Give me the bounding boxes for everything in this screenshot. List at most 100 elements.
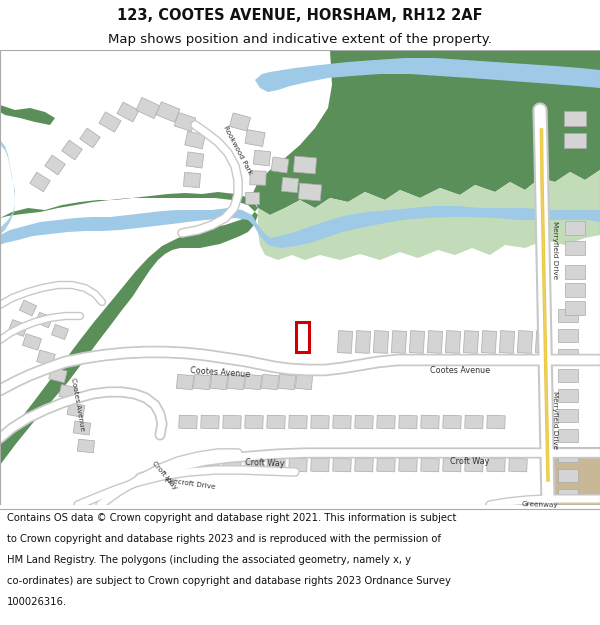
Bar: [337, 331, 353, 353]
Polygon shape: [0, 192, 258, 465]
Bar: [67, 402, 85, 418]
Bar: [250, 171, 266, 185]
Polygon shape: [258, 170, 600, 260]
Bar: [186, 152, 204, 168]
Text: co-ordinates) are subject to Crown copyright and database rights 2023 Ordnance S: co-ordinates) are subject to Crown copyr…: [7, 576, 451, 586]
Polygon shape: [0, 105, 55, 125]
Bar: [443, 458, 461, 472]
Bar: [201, 415, 219, 429]
Bar: [421, 458, 439, 472]
Bar: [565, 265, 585, 279]
Text: Cootes Avenue: Cootes Avenue: [70, 377, 86, 431]
Bar: [481, 331, 497, 353]
Bar: [211, 374, 227, 389]
Bar: [193, 374, 211, 389]
Bar: [391, 331, 407, 353]
Bar: [293, 156, 317, 174]
Bar: [176, 374, 194, 389]
Text: Croft Way: Croft Way: [151, 459, 179, 491]
Bar: [80, 128, 100, 148]
Bar: [550, 447, 600, 505]
Bar: [427, 331, 443, 353]
Bar: [558, 409, 578, 421]
Bar: [399, 458, 417, 472]
Text: Merryfield Drive: Merryfield Drive: [552, 221, 558, 279]
Bar: [59, 384, 77, 399]
Bar: [333, 415, 351, 429]
Bar: [445, 331, 461, 353]
Bar: [185, 131, 205, 149]
Bar: [298, 183, 322, 201]
Text: Ryecroft Drive: Ryecroft Drive: [164, 477, 216, 490]
Bar: [49, 368, 67, 382]
Bar: [295, 374, 313, 389]
Text: Map shows position and indicative extent of the property.: Map shows position and indicative extent…: [108, 32, 492, 46]
Bar: [278, 374, 296, 389]
Bar: [463, 331, 479, 353]
Bar: [267, 458, 285, 472]
Bar: [333, 458, 351, 472]
Text: Cootes Avenue: Cootes Avenue: [190, 366, 250, 379]
Bar: [564, 132, 586, 148]
Bar: [99, 112, 121, 132]
Bar: [117, 102, 139, 122]
Bar: [271, 157, 289, 173]
Text: 123, COOTES AVENUE, HORSHAM, RH12 2AF: 123, COOTES AVENUE, HORSHAM, RH12 2AF: [117, 8, 483, 22]
Bar: [311, 415, 329, 429]
Text: Rookwood Park: Rookwood Park: [222, 124, 253, 176]
Bar: [558, 469, 578, 481]
Bar: [184, 173, 200, 188]
Text: to Crown copyright and database rights 2023 and is reproduced with the permissio: to Crown copyright and database rights 2…: [7, 534, 441, 544]
Bar: [45, 155, 65, 175]
Bar: [311, 458, 329, 472]
Bar: [201, 458, 219, 472]
Text: HM Land Registry. The polygons (including the associated geometry, namely x, y: HM Land Registry. The polygons (includin…: [7, 556, 411, 566]
Bar: [465, 415, 483, 429]
Bar: [558, 489, 578, 501]
Bar: [487, 415, 505, 429]
Bar: [8, 319, 28, 336]
Bar: [509, 458, 527, 472]
Polygon shape: [0, 140, 15, 235]
Bar: [296, 322, 308, 352]
Text: 100026316.: 100026316.: [7, 598, 67, 608]
Bar: [558, 429, 578, 441]
Bar: [443, 415, 461, 429]
Bar: [355, 458, 373, 472]
Bar: [377, 458, 395, 472]
Bar: [262, 374, 278, 389]
Polygon shape: [252, 50, 600, 215]
Text: Merryfield Drive: Merryfield Drive: [552, 391, 558, 449]
Text: Croft Way: Croft Way: [451, 457, 490, 466]
Bar: [565, 301, 585, 315]
Bar: [565, 241, 585, 255]
Bar: [244, 374, 262, 389]
Bar: [62, 140, 82, 160]
Bar: [30, 173, 50, 192]
Bar: [23, 334, 41, 350]
Bar: [223, 458, 241, 472]
Bar: [421, 415, 439, 429]
Bar: [465, 458, 483, 472]
Bar: [377, 415, 395, 429]
Bar: [35, 312, 53, 328]
Bar: [558, 389, 578, 401]
Text: Greenway: Greenway: [521, 501, 559, 508]
Bar: [564, 111, 586, 126]
Bar: [409, 331, 425, 353]
Bar: [227, 374, 245, 389]
Bar: [156, 102, 180, 122]
Bar: [558, 369, 578, 381]
Bar: [289, 415, 307, 429]
Bar: [174, 112, 196, 131]
Bar: [73, 421, 91, 435]
Bar: [499, 331, 515, 353]
Bar: [373, 331, 389, 353]
Bar: [179, 458, 197, 472]
Bar: [245, 192, 259, 204]
Bar: [267, 415, 285, 429]
Bar: [355, 415, 373, 429]
Bar: [223, 415, 241, 429]
Bar: [19, 300, 37, 316]
Bar: [355, 331, 371, 353]
